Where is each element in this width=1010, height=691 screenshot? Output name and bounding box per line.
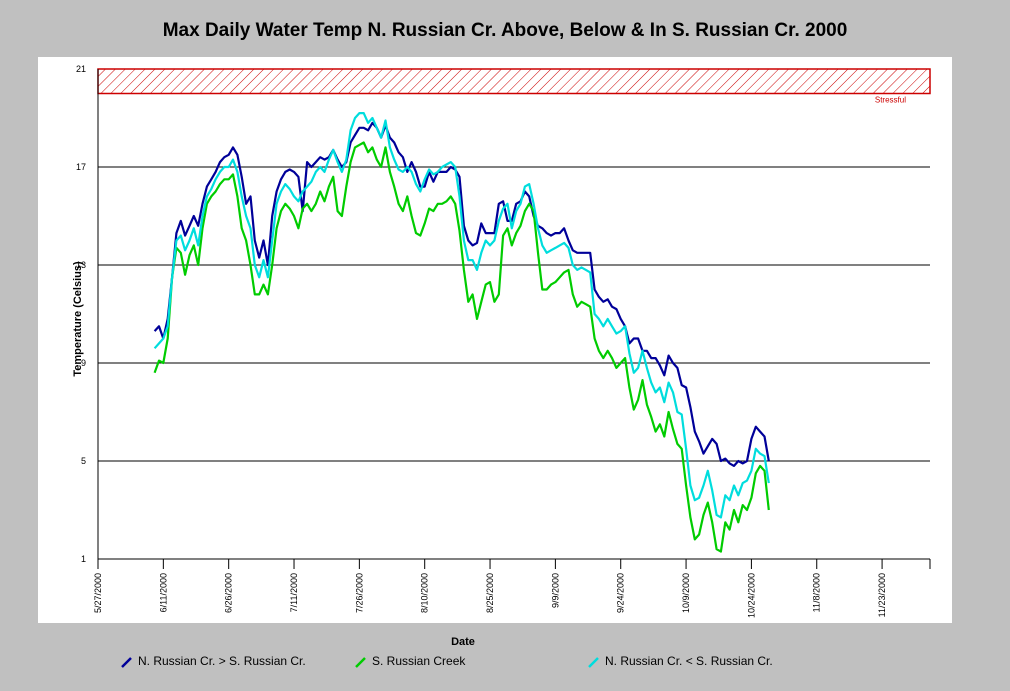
legend-item-series-0: N. Russian Cr. > S. Russian Cr. [120,654,306,669]
legend-swatch-series-0 [121,656,132,668]
y-tick-label: 21 [76,64,86,74]
y-tick-label: 1 [81,554,86,564]
legend-label-series-0: N. Russian Cr. > S. Russian Cr. [138,654,306,668]
x-tick-label: 5/27/2000 [93,573,103,613]
x-tick-label: 8/10/2000 [420,573,430,613]
x-tick-label: 11/23/2000 [877,573,887,617]
x-tick-label: 9/24/2000 [616,573,626,613]
x-tick-label: 9/9/2000 [550,573,560,608]
legend-swatch-series-2 [588,656,599,668]
legend-item-series-2: N. Russian Cr. < S. Russian Cr. [587,654,773,669]
y-tick-label: 13 [76,260,86,270]
y-axis-label: Temperature (Celsius) [72,261,84,377]
x-tick-label: 7/26/2000 [354,573,364,613]
legend-label-series-1: S. Russian Creek [372,654,466,668]
threshold-label: Stressful [875,96,906,105]
x-tick-label: 10/9/2000 [681,573,691,613]
chart-svg: 1 5 9 13 17 21 Stressful 5/27/2000 6/11/2000 6/26… [76,64,931,618]
x-tick-label: 8/25/2000 [485,573,495,613]
x-tick-label: 6/11/2000 [158,573,168,612]
y-tick-label: 9 [81,358,86,368]
x-tick-label: 10/24/2000 [746,573,756,618]
x-tick-label: 6/26/2000 [224,573,234,613]
y-tick-label: 5 [81,456,86,466]
series-line-0 [153,121,770,467]
legend-label-series-2: N. Russian Cr. < S. Russian Cr. [605,654,773,668]
x-axis-label: Date [451,636,475,648]
legend-swatch-series-1 [355,656,366,668]
x-tick-label: 7/11/2000 [289,573,299,612]
plot-panel: 1 5 9 13 17 21 Stressful 5/27/2000 6/11/2000 6/26… [38,57,952,623]
x-tick-label: 11/8/2000 [812,573,822,612]
legend-item-series-1: S. Russian Creek [354,654,465,669]
series-line-2 [153,111,770,519]
y-tick-label: 17 [76,162,86,172]
series-line-1 [153,141,770,553]
chart-title: Max Daily Water Temp N. Russian Cr. Abov… [162,20,848,41]
threshold-band [97,68,931,95]
